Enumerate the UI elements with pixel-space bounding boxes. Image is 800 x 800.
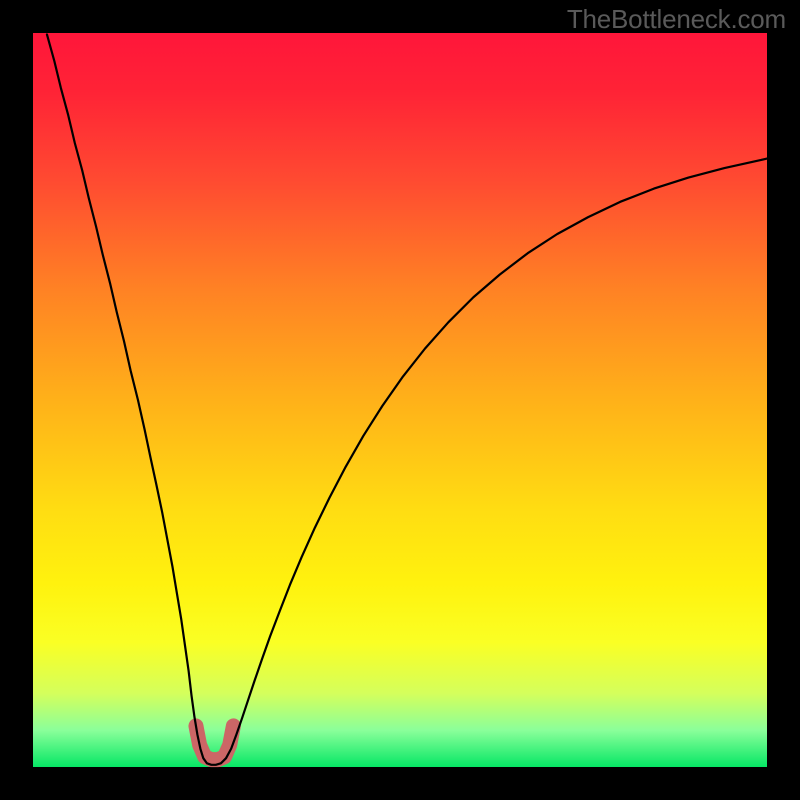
- chart-plot-background: [33, 33, 767, 767]
- bottleneck-chart: [0, 0, 800, 800]
- chart-container: TheBottleneck.com: [0, 0, 800, 800]
- watermark-text: TheBottleneck.com: [567, 4, 786, 35]
